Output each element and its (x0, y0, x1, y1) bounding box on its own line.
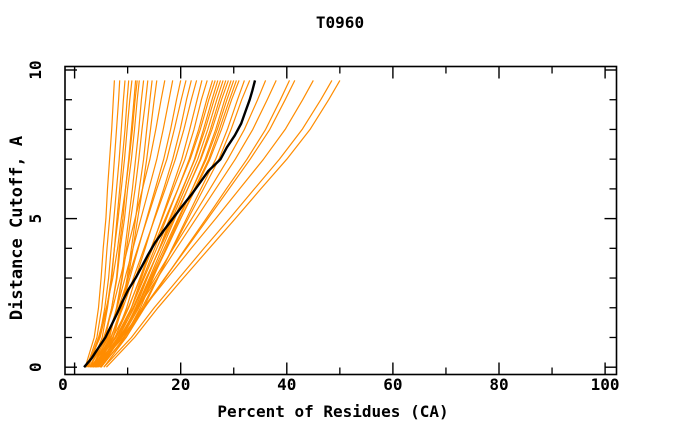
plot-area: 0 20 40 60 80 100 0 5 10 (26, 60, 620, 394)
orange-model-curve (86, 80, 121, 368)
x-tick-label: 60 (383, 375, 402, 394)
orange-model-curve (87, 80, 126, 368)
orange-model-curve (85, 80, 133, 368)
y-tick-label: 0 (26, 362, 45, 372)
x-tick-label: 0 (58, 375, 68, 394)
chart-title: T0960 (316, 13, 364, 32)
orange-model-curve (87, 80, 138, 368)
x-tick-label: 80 (489, 375, 508, 394)
y-axis-label: Distance Cutoff, A (7, 136, 27, 320)
y-tick-label: 5 (26, 214, 45, 224)
orange-model-curve (100, 80, 296, 368)
orange-model-curve (89, 80, 130, 368)
orange-model-curve (84, 80, 115, 368)
orange-model-curve (105, 80, 341, 368)
orange-model-curve (94, 80, 208, 368)
y-tick-label: 10 (26, 60, 45, 79)
plot-frame (64, 65, 618, 376)
orange-model-curve (103, 80, 291, 368)
x-tick-label: 20 (171, 375, 190, 394)
orange-model-curve (95, 80, 314, 368)
x-axis-label: Percent of Residues (CA) (217, 402, 448, 421)
orange-model-curve (91, 80, 198, 368)
orange-model-curve (98, 80, 277, 368)
black-reference-curve (83, 80, 257, 368)
orange-model-curve (92, 80, 222, 368)
x-tick-label: 100 (591, 375, 620, 394)
orange-model-curve (103, 80, 333, 368)
x-tick-label: 40 (277, 375, 296, 394)
orange-model-curve (90, 80, 216, 368)
orange-model-curve (89, 80, 166, 368)
